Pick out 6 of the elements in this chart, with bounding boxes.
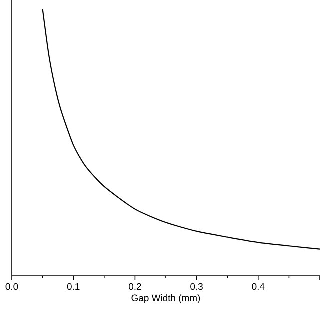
x-axis-title: Gap Width (mm) [132,294,200,304]
x-tick-label: 0.0 [6,283,18,290]
x-tick-label: 0.1 [67,283,80,290]
x-tick-label: 0.3 [190,283,203,290]
x-tick-label: 0.4 [252,283,265,290]
x-tick-label: 0.2 [128,283,142,290]
